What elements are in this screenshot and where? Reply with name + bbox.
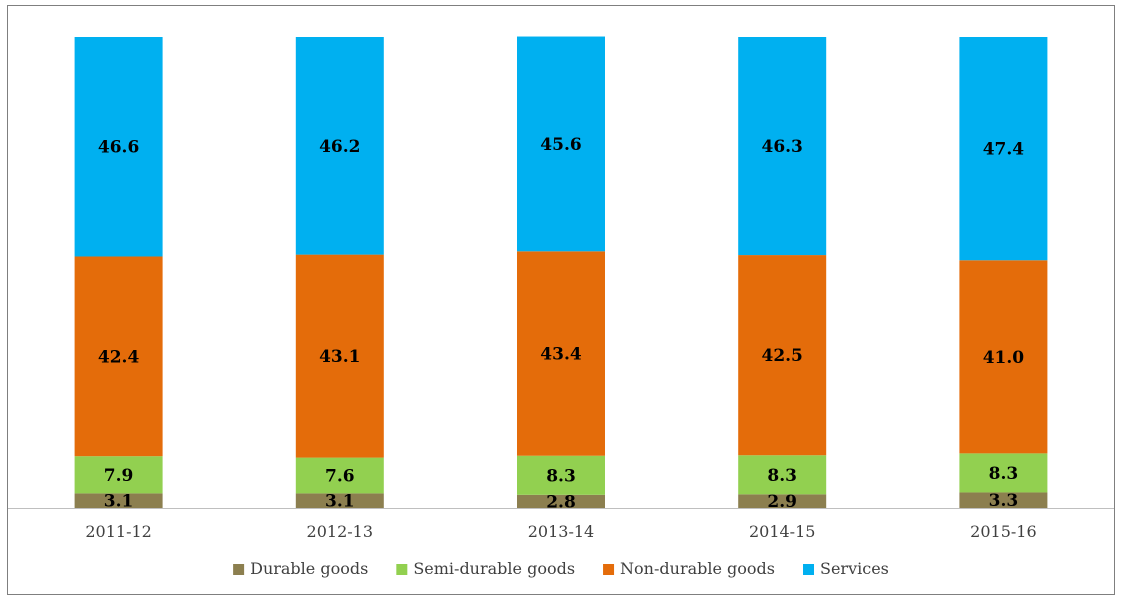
chart-frame: 3.1 7.9 42.4 46.6 3.1 7.6 43.1 46.2 2.8 8.3 43.4 45… [7, 5, 1115, 595]
bar-segment-durable-goods-2014-15 [738, 494, 827, 508]
bar-segment-semi-durable-goods-2012-13 [295, 457, 384, 494]
bar-segment-non-durable-goods-2013-14 [517, 251, 605, 456]
bar-segment-non-durable-goods-2011-12 [74, 256, 163, 457]
bar-segment-durable-goods-2011-12 [74, 493, 163, 508]
bar-segment-semi-durable-goods-2013-14 [517, 455, 605, 495]
data-label-non-durable-goods-2011-12: 42.4 [98, 347, 140, 367]
data-label-services-2011-12: 46.6 [98, 138, 139, 158]
legend-swatch-non-durable-goods [603, 564, 615, 575]
value-labels-layer: 3.1 7.9 42.4 46.6 3.1 7.6 43.1 46.2 2.8 8.3 43.4 45… [98, 135, 1024, 512]
bar-segment-services-2015-16 [959, 37, 1048, 261]
x-tick-labels: 2011-12 2012-13 2013-14 2014-15 2015-16 [85, 522, 1036, 541]
x-tick-label-2013-14: 2013-14 [528, 522, 594, 541]
bar-segment-semi-durable-goods-2014-15 [738, 455, 827, 495]
bar-segment-durable-goods-2012-13 [295, 493, 384, 508]
data-label-non-durable-goods-2013-14: 43.4 [540, 345, 582, 365]
x-tick-label-2011-12: 2011-12 [85, 522, 151, 541]
data-label-semi-durable-goods-2014-15: 8.3 [767, 466, 797, 486]
stacked-bar-chart: 3.1 7.9 42.4 46.6 3.1 7.6 43.1 46.2 2.8 8.3 43.4 45… [8, 36, 1114, 578]
bar-segment-durable-goods-2013-14 [517, 494, 605, 508]
data-label-non-durable-goods-2014-15: 42.5 [761, 346, 802, 366]
data-label-services-2013-14: 45.6 [540, 135, 581, 155]
legend-label-services: Services [820, 559, 889, 578]
legend-swatch-semi-durable-goods [396, 564, 408, 575]
bars-layer [74, 36, 1048, 508]
bar-segment-non-durable-goods-2015-16 [959, 260, 1048, 454]
data-label-services-2014-15: 46.3 [761, 137, 802, 157]
data-label-services-2012-13: 46.2 [319, 137, 360, 157]
data-label-semi-durable-goods-2013-14: 8.3 [546, 466, 576, 486]
legend-label-non-durable-goods: Non-durable goods [620, 559, 775, 578]
legend: Durable goods Semi-durable goods Non-durab… [233, 559, 889, 578]
x-tick-label-2014-15: 2014-15 [749, 522, 815, 541]
x-tick-label-2015-16: 2015-16 [970, 522, 1036, 541]
data-label-semi-durable-goods-2011-12: 7.9 [104, 466, 134, 486]
bar-segment-services-2014-15 [738, 37, 827, 256]
data-label-non-durable-goods-2012-13: 43.1 [319, 347, 360, 367]
bar-segment-non-durable-goods-2012-13 [295, 254, 384, 458]
bar-segment-services-2012-13 [295, 37, 384, 255]
data-label-durable-goods-2014-15: 2.9 [767, 492, 797, 512]
legend-label-semi-durable-goods: Semi-durable goods [413, 559, 575, 578]
data-label-semi-durable-goods-2012-13: 7.6 [325, 467, 355, 487]
bar-segment-services-2011-12 [74, 37, 163, 257]
legend-label-durable-goods: Durable goods [250, 559, 368, 578]
data-label-durable-goods-2015-16: 3.3 [989, 491, 1019, 511]
bar-segment-services-2013-14 [517, 36, 605, 252]
data-label-durable-goods-2013-14: 2.8 [546, 492, 576, 512]
data-label-semi-durable-goods-2015-16: 8.3 [989, 464, 1019, 484]
bar-segment-semi-durable-goods-2011-12 [74, 456, 163, 494]
bar-segment-semi-durable-goods-2015-16 [959, 453, 1048, 493]
data-label-non-durable-goods-2015-16: 41.0 [983, 348, 1025, 368]
legend-swatch-durable-goods [233, 564, 245, 575]
data-label-durable-goods-2012-13: 3.1 [325, 492, 355, 512]
data-label-durable-goods-2011-12: 3.1 [104, 492, 134, 512]
bar-segment-non-durable-goods-2014-15 [738, 255, 827, 456]
x-tick-label-2012-13: 2012-13 [307, 522, 373, 541]
data-label-services-2015-16: 47.4 [983, 140, 1025, 160]
bar-segment-durable-goods-2015-16 [959, 492, 1048, 508]
legend-swatch-services [803, 564, 815, 575]
